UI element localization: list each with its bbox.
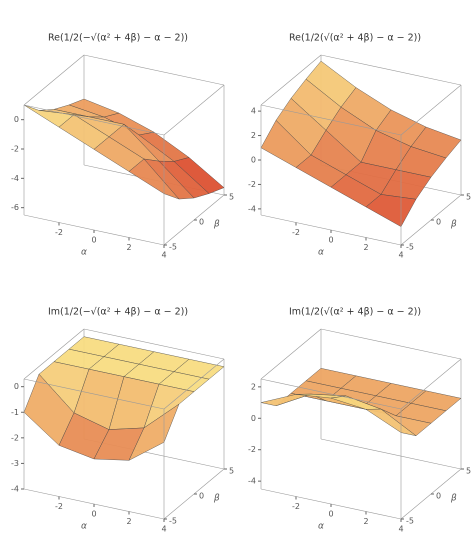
x-tick-label: 4 xyxy=(398,525,403,534)
box-edge xyxy=(83,54,225,86)
z-tick-label: -4 xyxy=(248,477,256,486)
z-tick-label: -2 xyxy=(248,445,256,454)
y-tick-label: 5 xyxy=(466,193,471,202)
y-tick-label: 5 xyxy=(229,467,234,476)
y-tick-label: -5 xyxy=(406,517,414,526)
y-axis-label: β xyxy=(450,220,457,230)
y-tick-label: -5 xyxy=(169,243,177,252)
y-axis-label: β xyxy=(213,220,220,230)
x-axis-label: α xyxy=(81,522,87,532)
z-tick-label: -1 xyxy=(11,408,19,417)
z-tick-label: 0 xyxy=(14,115,19,124)
z-tick-label: 4 xyxy=(251,107,256,116)
plot-title: Re(1/2(√(α² + 4β) − α − 2)) xyxy=(289,33,421,44)
z-tick-label: -4 xyxy=(11,174,19,183)
box-edge xyxy=(23,378,165,410)
x-tick-label: 0 xyxy=(328,510,333,519)
z-tick-label: -2 xyxy=(248,180,256,189)
box-edge xyxy=(83,328,225,360)
x-tick-label: 2 xyxy=(126,243,131,252)
z-tick-label: 0 xyxy=(251,414,256,423)
y-tick-label: 0 xyxy=(199,492,204,501)
z-tick-label: 0 xyxy=(251,156,256,165)
plot-title: Im(1/2(√(α² + 4β) − α − 2)) xyxy=(289,307,421,318)
z-tick-label: 2 xyxy=(251,382,256,391)
x-tick-label: -2 xyxy=(292,228,300,237)
plot-title: Im(1/2(−√(α² + 4β) − α − 2)) xyxy=(48,307,188,318)
y-tick-label: -5 xyxy=(169,517,177,526)
box-edge xyxy=(163,84,225,136)
y-tick-label: 0 xyxy=(436,492,441,501)
y-tick-label: 5 xyxy=(229,193,234,202)
z-tick-label: 0 xyxy=(14,382,19,391)
surface-patch xyxy=(128,158,180,200)
z-tick-label: -4 xyxy=(11,485,19,494)
y-tick-label: 0 xyxy=(436,218,441,227)
box-edge xyxy=(23,328,85,380)
z-tick-label: -2 xyxy=(11,433,19,442)
x-tick-label: 0 xyxy=(91,236,96,245)
box-edge xyxy=(260,328,322,380)
box-edge xyxy=(260,54,322,106)
x-tick-label: 4 xyxy=(398,251,403,260)
box-edge xyxy=(400,358,462,410)
x-tick-label: -2 xyxy=(55,502,63,511)
z-tick-label: 2 xyxy=(251,131,256,140)
box-edge xyxy=(23,54,85,106)
surface-patch xyxy=(365,408,417,436)
y-tick-label: 0 xyxy=(199,218,204,227)
x-axis-label: α xyxy=(318,248,324,258)
z-tick-label: -4 xyxy=(248,204,256,213)
x-tick-label: -2 xyxy=(292,502,300,511)
z-tick-label: -6 xyxy=(11,203,19,212)
box-edge xyxy=(320,438,462,470)
x-tick-label: 4 xyxy=(161,251,166,260)
y-tick-label: -5 xyxy=(406,243,414,252)
box-edge xyxy=(320,54,462,86)
x-tick-label: 0 xyxy=(91,510,96,519)
z-tick-label: -2 xyxy=(11,145,19,154)
x-tick-label: 2 xyxy=(363,243,368,252)
x-tick-label: 2 xyxy=(126,517,131,526)
box-edge xyxy=(260,378,402,410)
x-tick-label: 2 xyxy=(363,517,368,526)
y-axis-label: β xyxy=(213,494,220,504)
box-edge xyxy=(23,104,165,136)
x-tick-label: -2 xyxy=(55,228,63,237)
x-axis-label: α xyxy=(81,248,87,258)
plot-title: Re(1/2(−√(α² + 4β) − α − 2)) xyxy=(48,33,188,44)
z-tick-label: -3 xyxy=(11,459,19,468)
x-tick-label: 0 xyxy=(328,236,333,245)
box-edge xyxy=(320,328,462,360)
box-edge xyxy=(260,104,402,136)
x-axis-label: α xyxy=(318,522,324,532)
box-edge xyxy=(400,84,462,136)
box-edge xyxy=(163,358,225,410)
y-tick-label: 5 xyxy=(466,467,471,476)
surface-patch xyxy=(128,403,180,461)
y-axis-label: β xyxy=(450,494,457,504)
surface-patch xyxy=(260,393,312,406)
surface-patch xyxy=(365,194,417,227)
x-tick-label: 4 xyxy=(161,525,166,534)
